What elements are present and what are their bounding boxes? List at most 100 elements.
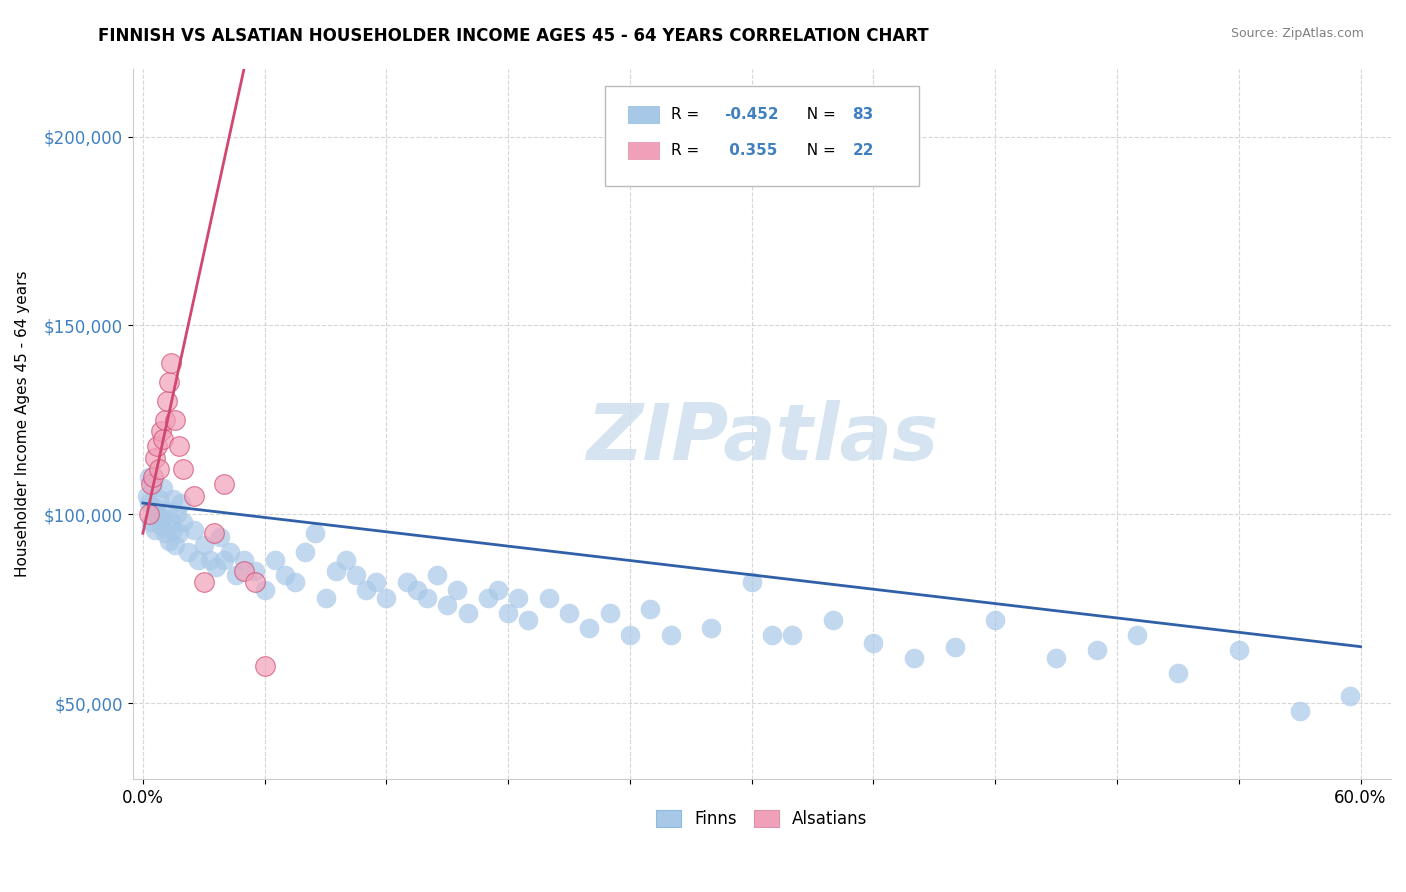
- Point: [366, 575, 388, 590]
- Text: 83: 83: [852, 107, 873, 122]
- Point: [142, 469, 165, 483]
- Point: [395, 575, 418, 590]
- Point: [150, 518, 173, 533]
- Point: [578, 621, 600, 635]
- Point: [335, 553, 357, 567]
- FancyBboxPatch shape: [628, 106, 658, 123]
- Point: [344, 567, 367, 582]
- Point: [156, 503, 179, 517]
- Point: [477, 591, 499, 605]
- Point: [253, 582, 276, 597]
- Point: [162, 523, 184, 537]
- Point: [183, 523, 205, 537]
- Text: R =: R =: [671, 143, 704, 158]
- Text: R =: R =: [671, 107, 704, 122]
- Point: [198, 553, 221, 567]
- Point: [169, 526, 191, 541]
- Text: 22: 22: [852, 143, 875, 158]
- Point: [294, 545, 316, 559]
- Point: [160, 515, 183, 529]
- Text: 0.355: 0.355: [724, 143, 778, 158]
- Point: [212, 553, 235, 567]
- Point: [152, 432, 174, 446]
- Point: [253, 658, 276, 673]
- Point: [170, 496, 193, 510]
- Point: [193, 538, 215, 552]
- Point: [782, 628, 804, 642]
- Point: [172, 515, 194, 529]
- Point: [375, 591, 398, 605]
- Point: [157, 375, 180, 389]
- Point: [225, 567, 247, 582]
- Point: [219, 545, 242, 559]
- Point: [143, 450, 166, 465]
- Point: [274, 567, 297, 582]
- Point: [263, 553, 285, 567]
- Point: [284, 575, 307, 590]
- Point: [1085, 643, 1108, 657]
- Point: [821, 613, 844, 627]
- Point: [1227, 643, 1250, 657]
- Point: [143, 500, 166, 514]
- Point: [212, 477, 235, 491]
- Text: Source: ZipAtlas.com: Source: ZipAtlas.com: [1230, 27, 1364, 40]
- Point: [165, 413, 187, 427]
- Point: [152, 511, 174, 525]
- Point: [446, 582, 468, 597]
- Point: [138, 496, 160, 510]
- Point: [243, 564, 266, 578]
- Point: [146, 439, 169, 453]
- Point: [162, 492, 184, 507]
- Point: [700, 621, 723, 635]
- Point: [508, 591, 530, 605]
- Point: [152, 481, 174, 495]
- Point: [619, 628, 641, 642]
- Point: [1126, 628, 1149, 642]
- Text: ZIPatlas: ZIPatlas: [586, 400, 938, 476]
- Point: [1167, 666, 1189, 681]
- Point: [156, 394, 179, 409]
- Point: [599, 606, 621, 620]
- Point: [205, 560, 228, 574]
- Point: [761, 628, 783, 642]
- Text: -0.452: -0.452: [724, 107, 779, 122]
- Point: [139, 477, 162, 491]
- Point: [142, 477, 165, 491]
- Point: [143, 523, 166, 537]
- Point: [405, 582, 427, 597]
- Point: [166, 508, 188, 522]
- Y-axis label: Householder Income Ages 45 - 64 years: Householder Income Ages 45 - 64 years: [15, 270, 30, 577]
- Point: [943, 640, 966, 654]
- Point: [148, 462, 170, 476]
- Point: [187, 553, 209, 567]
- Point: [233, 564, 256, 578]
- Point: [138, 508, 160, 522]
- Point: [354, 582, 377, 597]
- Point: [233, 553, 256, 567]
- Point: [486, 582, 509, 597]
- Point: [517, 613, 540, 627]
- Point: [155, 526, 177, 541]
- Text: N =: N =: [797, 107, 841, 122]
- Point: [183, 489, 205, 503]
- Point: [1288, 704, 1310, 718]
- Point: [984, 613, 1007, 627]
- FancyBboxPatch shape: [605, 87, 920, 186]
- Point: [208, 530, 231, 544]
- Legend: Finns, Alsatians: Finns, Alsatians: [650, 803, 875, 835]
- Point: [148, 492, 170, 507]
- Point: [243, 575, 266, 590]
- Point: [903, 651, 925, 665]
- Point: [436, 598, 458, 612]
- Point: [426, 567, 449, 582]
- Point: [160, 356, 183, 370]
- Point: [157, 533, 180, 548]
- Point: [315, 591, 337, 605]
- Point: [155, 413, 177, 427]
- Point: [1045, 651, 1067, 665]
- Text: FINNISH VS ALSATIAN HOUSEHOLDER INCOME AGES 45 - 64 YEARS CORRELATION CHART: FINNISH VS ALSATIAN HOUSEHOLDER INCOME A…: [98, 27, 929, 45]
- Point: [638, 602, 661, 616]
- Point: [139, 515, 162, 529]
- Point: [172, 462, 194, 476]
- Text: N =: N =: [797, 143, 841, 158]
